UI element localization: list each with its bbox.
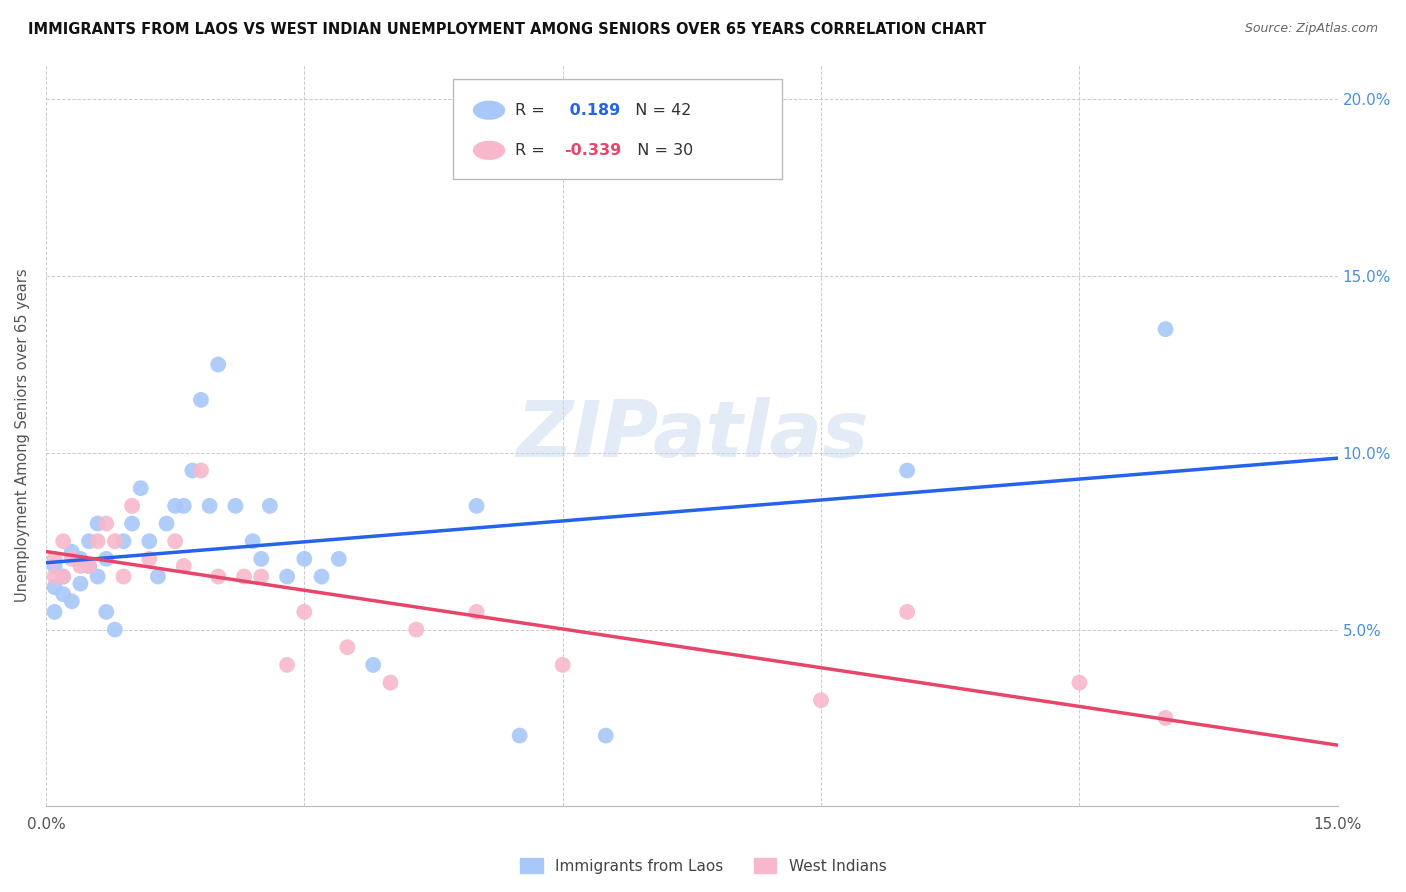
Point <box>233 569 256 583</box>
Point <box>77 534 100 549</box>
Text: R =: R = <box>515 143 550 158</box>
Point <box>86 516 108 531</box>
Point <box>173 499 195 513</box>
Point <box>112 534 135 549</box>
Point <box>276 657 298 672</box>
Y-axis label: Unemployment Among Seniors over 65 years: Unemployment Among Seniors over 65 years <box>15 268 30 602</box>
Point <box>465 499 488 513</box>
Point <box>96 605 118 619</box>
Point <box>77 558 100 573</box>
Point <box>86 534 108 549</box>
Point <box>465 605 488 619</box>
Point <box>44 605 66 619</box>
Point <box>361 657 384 672</box>
Point <box>1154 322 1177 336</box>
Point <box>173 558 195 573</box>
Point <box>207 358 229 372</box>
Point <box>292 552 315 566</box>
Point <box>181 463 204 477</box>
Point <box>292 605 315 619</box>
Point <box>328 552 350 566</box>
Point <box>69 552 91 566</box>
FancyBboxPatch shape <box>453 78 782 179</box>
Point <box>259 499 281 513</box>
Point <box>96 552 118 566</box>
Point <box>52 587 75 601</box>
Point <box>121 516 143 531</box>
Point <box>52 569 75 583</box>
Text: N = 30: N = 30 <box>627 143 693 158</box>
Circle shape <box>474 142 505 160</box>
Point <box>44 569 66 583</box>
Point <box>380 675 402 690</box>
Point <box>250 552 273 566</box>
Point <box>276 569 298 583</box>
Point <box>112 569 135 583</box>
Point <box>146 569 169 583</box>
Point <box>52 534 75 549</box>
Point <box>810 693 832 707</box>
Point <box>190 463 212 477</box>
Point <box>551 657 574 672</box>
Point <box>896 463 918 477</box>
Point <box>138 534 160 549</box>
Point <box>896 605 918 619</box>
Point <box>509 729 531 743</box>
Text: -0.339: -0.339 <box>564 143 621 158</box>
Point <box>1154 711 1177 725</box>
Point <box>311 569 333 583</box>
Point <box>96 516 118 531</box>
Point <box>44 552 66 566</box>
Point <box>129 481 152 495</box>
Point <box>155 516 177 531</box>
Legend: Immigrants from Laos, West Indians: Immigrants from Laos, West Indians <box>513 852 893 880</box>
Text: N = 42: N = 42 <box>624 103 692 118</box>
Text: IMMIGRANTS FROM LAOS VS WEST INDIAN UNEMPLOYMENT AMONG SENIORS OVER 65 YEARS COR: IMMIGRANTS FROM LAOS VS WEST INDIAN UNEM… <box>28 22 987 37</box>
Point <box>250 569 273 583</box>
Point <box>165 534 187 549</box>
Point <box>60 545 83 559</box>
Point <box>242 534 264 549</box>
Text: 0.189: 0.189 <box>564 103 620 118</box>
Point <box>138 552 160 566</box>
Point <box>190 392 212 407</box>
Point <box>104 623 127 637</box>
Point <box>52 569 75 583</box>
Point <box>69 558 91 573</box>
Point <box>60 552 83 566</box>
Point <box>405 623 427 637</box>
Point <box>198 499 221 513</box>
Point <box>224 499 246 513</box>
Circle shape <box>474 102 505 120</box>
Point <box>165 499 187 513</box>
Point <box>44 558 66 573</box>
Point <box>595 729 617 743</box>
Point <box>77 558 100 573</box>
Text: R =: R = <box>515 103 550 118</box>
Point <box>69 576 91 591</box>
Text: Source: ZipAtlas.com: Source: ZipAtlas.com <box>1244 22 1378 36</box>
Point <box>336 640 359 655</box>
Point <box>121 499 143 513</box>
Point <box>86 569 108 583</box>
Point <box>60 594 83 608</box>
Point <box>207 569 229 583</box>
Point <box>1069 675 1091 690</box>
Point <box>104 534 127 549</box>
Text: ZIPatlas: ZIPatlas <box>516 397 868 473</box>
Point <box>44 580 66 594</box>
